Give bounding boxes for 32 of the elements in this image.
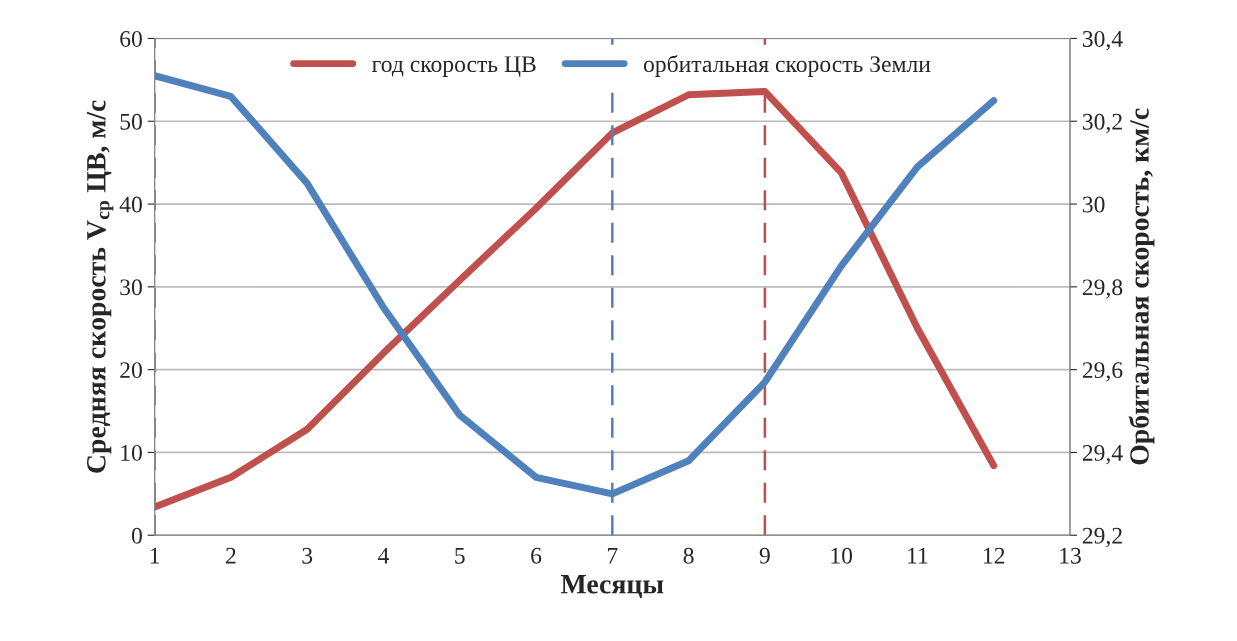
y2-tick-label: 29,8: [1082, 279, 1123, 299]
y-tick-label: 40: [119, 196, 142, 213]
x-tick-label: 11: [908, 547, 928, 564]
x-tick-label: 6: [531, 547, 542, 564]
y2-axis-title: Орбитальная скорость, км/с: [1128, 108, 1155, 465]
y2-tick-label: 30,2: [1082, 113, 1122, 134]
y2-tick-label: 30: [1082, 196, 1105, 213]
y-tick-label: 20: [120, 362, 142, 379]
y-tick-label: 0: [131, 527, 142, 544]
x-tick-label: 3: [302, 547, 313, 564]
y-tick-label: 10: [121, 444, 142, 461]
legend-label: орбитальная скорость Земли: [643, 54, 931, 77]
x-tick-label: 8: [683, 547, 694, 564]
y-tick-label: 60: [120, 30, 142, 47]
y2-tick-label: 29,6: [1082, 362, 1123, 382]
x-axis-title: Месяцы: [561, 575, 664, 599]
y2-tick-label: 29,2: [1082, 527, 1122, 548]
y-axis-title: Средняя скорость V$_{ср}$ ЦВ, м/с: [86, 100, 114, 473]
x-tick-label: 1: [150, 547, 160, 564]
x-tick-label: 10: [831, 547, 853, 564]
y2-tick-label: 29,4: [1082, 445, 1123, 465]
x-tick-label: 2: [226, 547, 236, 564]
x-tick-label: 13: [1060, 547, 1081, 564]
x-tick-label: 9: [759, 547, 770, 564]
y2-tick-label: 30,4: [1082, 30, 1123, 51]
x-tick-label: 4: [378, 547, 389, 564]
x-tick-label: 5: [455, 547, 465, 564]
x-tick-label: 7: [607, 547, 618, 564]
x-tick-label: 12: [983, 547, 1005, 564]
y-tick-label: 30: [120, 279, 142, 296]
legend-label: год скорость ЦВ: [372, 56, 536, 77]
y-tick-label: 50: [120, 113, 142, 130]
